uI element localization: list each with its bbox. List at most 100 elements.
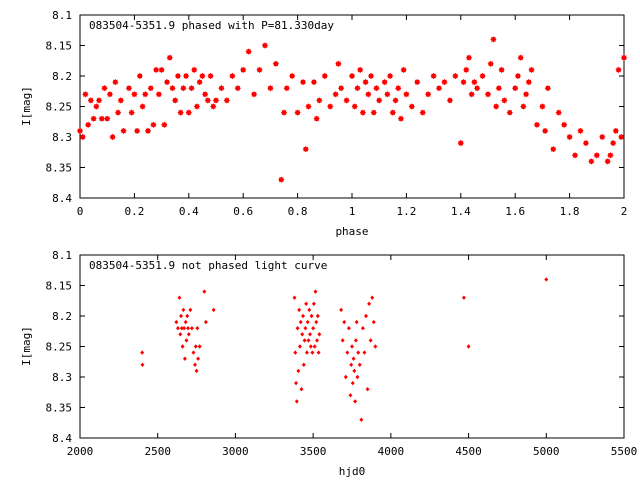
data-point (182, 72, 190, 80)
data-point (582, 139, 590, 147)
data-point (381, 78, 388, 86)
data-point (104, 115, 111, 122)
data-point (384, 91, 391, 98)
data-point (125, 85, 133, 92)
data-point (348, 393, 353, 398)
data-point (301, 362, 306, 367)
data-point (292, 295, 297, 300)
data-point (202, 289, 207, 294)
data-point (353, 399, 358, 404)
x-tick-label: 1.8 (560, 205, 580, 218)
data-point (397, 115, 405, 122)
data-point (498, 66, 505, 74)
y-tick-label: 8.25 (46, 101, 73, 114)
data-point (250, 91, 258, 98)
data-point (272, 60, 279, 67)
data-point (599, 133, 606, 141)
data-point (211, 307, 216, 313)
data-point (196, 356, 201, 361)
data-point (207, 72, 214, 80)
data-point (408, 103, 415, 110)
data-point (304, 350, 309, 355)
data-point (306, 338, 311, 343)
data-point (343, 374, 348, 380)
data-point (140, 350, 145, 355)
data-point (430, 72, 437, 80)
data-point (191, 350, 196, 355)
data-point (352, 368, 357, 374)
data-point (90, 115, 97, 122)
data-point (131, 91, 138, 98)
data-point (280, 109, 288, 116)
data-point (223, 97, 231, 104)
data-point (620, 54, 628, 61)
data-point (297, 344, 302, 349)
data-point (327, 103, 334, 110)
data-point (593, 152, 600, 159)
data-point (360, 326, 365, 331)
data-point (612, 127, 619, 135)
chart-title: 083504-5351.9 phased with P=81.330day (89, 19, 334, 32)
data-point (305, 319, 310, 325)
data-point (299, 78, 307, 86)
phased-light-curve-chart: 083504-5351.9 phased with P=81.330day ph… (20, 9, 627, 238)
data-point (400, 66, 407, 74)
data-point (315, 313, 320, 319)
data-point (158, 66, 165, 74)
data-point (315, 338, 320, 343)
data-point (309, 313, 314, 319)
x-ticks: 2000 2500 3000 3500 4000 4500 5000 5500 (67, 255, 638, 458)
data-point (541, 127, 549, 135)
data-point (195, 326, 200, 331)
data-point (93, 103, 100, 110)
data-point (364, 313, 368, 319)
y-tick-label: 8.35 (46, 162, 73, 175)
data-point (101, 85, 108, 92)
data-point (172, 97, 179, 104)
data-point (185, 313, 190, 319)
data-point (112, 78, 119, 86)
data-point (311, 301, 316, 306)
data-point (166, 54, 173, 61)
data-point (297, 307, 302, 313)
data-point (615, 66, 622, 74)
data-point (212, 97, 220, 104)
data-point (365, 387, 370, 392)
data-point (473, 85, 481, 92)
data-point (302, 146, 309, 153)
data-point (140, 362, 145, 367)
data-point (147, 85, 154, 92)
data-point (144, 127, 152, 135)
data-point (317, 332, 322, 337)
data-point (180, 85, 187, 92)
data-point (466, 344, 471, 349)
x-tick-label: 4000 (378, 445, 405, 458)
data-point (178, 332, 183, 337)
data-point (240, 66, 247, 74)
data-point (525, 78, 532, 86)
data-point (180, 344, 185, 349)
data-point (218, 85, 225, 92)
data-point (350, 380, 355, 386)
data-point (183, 319, 188, 325)
data-point (395, 85, 402, 92)
x-tick-label: 1.2 (396, 205, 416, 218)
x-tick-label: 1 (349, 205, 356, 218)
y-ticks: 8.1 8.15 8.2 8.25 8.3 8.35 8.4 (46, 249, 624, 445)
data-point (419, 109, 426, 116)
data-point (128, 109, 135, 116)
x-ticks: 0 0.2 0.4 0.6 0.8 1 1.2 1.4 1.6 1.8 2 (77, 15, 627, 218)
x-tick-label: 1.6 (505, 205, 525, 218)
data-point (490, 36, 497, 43)
data-point (114, 109, 122, 116)
data-point (452, 72, 459, 80)
data-point (185, 109, 192, 116)
data-point (461, 295, 466, 300)
y-axis-label: I[mag] (20, 86, 33, 126)
data-point (312, 344, 317, 349)
x-tick-label: 5500 (611, 445, 638, 458)
data-point (493, 103, 500, 110)
data-point (354, 85, 361, 92)
data-point (441, 78, 448, 86)
y-tick-label: 8.1 (52, 9, 72, 22)
